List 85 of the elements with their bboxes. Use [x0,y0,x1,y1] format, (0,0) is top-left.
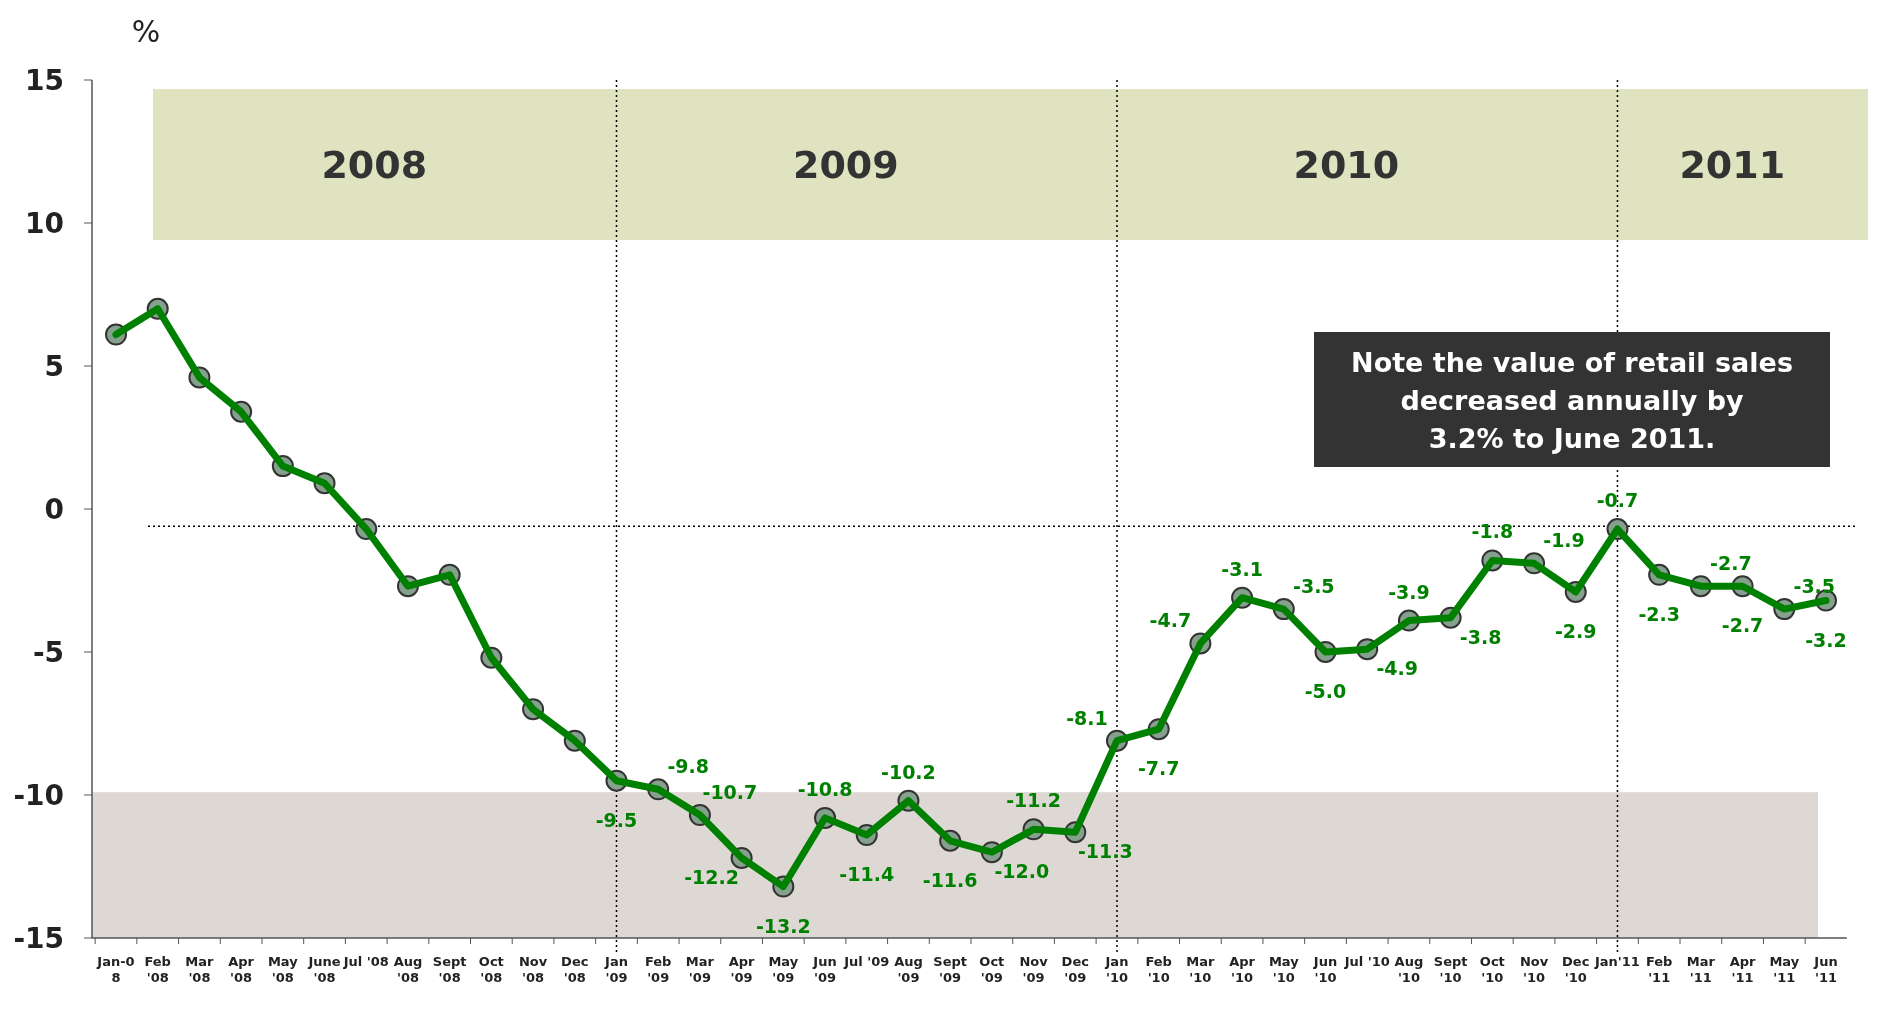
x-tick-label: Apr '09 [728,954,756,985]
x-tick-label: Dec '08 [561,954,589,985]
x-tick-label: Apr '10 [1229,954,1256,985]
y-tick-label: -15 [13,922,64,955]
data-label: -1.8 [1471,520,1514,543]
data-label: -3.5 [1293,575,1335,598]
x-tick-label: June '08 [307,954,341,985]
x-tick-label: Feb '10 [1145,954,1172,985]
data-label: -2.7 [1721,614,1764,637]
data-label: -3.1 [1221,557,1263,580]
data-label: -10.8 [797,777,853,800]
y-tick-label: -5 [32,636,64,669]
x-tick-label: Feb '09 [644,954,672,985]
data-label: -2.3 [1638,602,1680,625]
annotation: 2009 [793,143,899,187]
x-tick-label: Aug '10 [1394,954,1424,985]
y-axis-title: % [131,14,161,49]
data-label: -4.7 [1149,609,1192,632]
x-tick-label: Jul '09 [843,954,890,969]
data-label: -3.5 [1793,575,1836,598]
x-tick-label: Mar '10 [1186,954,1216,985]
x-tick-label: Nov '10 [1519,954,1549,985]
data-label: -2.9 [1554,619,1597,642]
data-label: -0.7 [1596,489,1639,512]
data-label: -10.7 [702,781,758,804]
x-tick-label: May '10 [1268,954,1300,985]
x-tick-label: Jul '10 [1343,954,1390,969]
x-tick-label: Oct '08 [478,954,504,985]
x-tick-label: Sept '08 [432,954,467,985]
x-tick-label: Mar '11 [1686,954,1716,985]
y-tick-label: 10 [25,207,64,240]
data-label: -3.8 [1459,625,1502,648]
x-tick-label: Jun '09 [812,954,837,985]
x-tick-label: May '11 [1769,954,1800,985]
data-label: -3.9 [1388,580,1430,603]
x-tick-label: Aug '09 [894,954,923,985]
x-tick-label: Dec '09 [1061,954,1089,985]
annotation: 2008 [321,143,428,187]
data-label: -9.5 [595,808,638,831]
x-tick-label: Jan-0 8 [96,954,135,985]
x-tick-label: Mar '09 [685,954,715,985]
x-tick-label: Jun '10 [1312,954,1338,985]
x-tick-label: May '09 [768,954,799,985]
x-tick-label: Nov '09 [1019,954,1049,985]
x-tick-label: Aug '08 [393,954,423,985]
data-label: -8.1 [1066,706,1108,729]
data-label: -12.2 [684,865,739,888]
data-label: -4.9 [1376,657,1418,680]
data-label: -13.2 [755,914,811,937]
x-tick-label: Feb '08 [144,954,171,985]
y-tick-label: 15 [25,64,64,97]
x-tick-label: Sept '10 [1433,954,1468,985]
x-tick-label: May '08 [267,954,299,985]
y-tick-label: -10 [13,779,64,812]
data-label: -7.7 [1137,757,1180,780]
data-label: -11.6 [922,868,978,891]
data-label: -11.2 [1006,789,1061,812]
annotation: 2011 [1679,143,1786,187]
x-tick-label: Oct '09 [979,954,1005,985]
x-tick-label: Feb '11 [1645,954,1673,985]
y-tick-label: 5 [44,350,64,383]
x-tick-label: Apr '11 [1729,954,1757,985]
data-label: -9.8 [667,755,709,778]
x-tick-label: Dec '10 [1562,954,1590,985]
data-label: -2.7 [1710,552,1752,575]
x-tick-label: Jun '11 [1813,954,1838,985]
x-tick-label: Nov '08 [518,954,548,985]
x-tick-label: Jul '08 [342,954,389,969]
data-label: -3.2 [1805,628,1847,651]
annotation: Note the value of retail sales decreased annually by 3.2% to June 2011. [1351,347,1793,454]
x-tick-label: Jan '09 [604,954,628,985]
data-label: -1.9 [1543,529,1585,552]
annotation: 2010 [1293,143,1400,187]
x-tick-label: Oct '10 [1479,954,1505,985]
data-label: -11.4 [839,863,895,886]
x-tick-label: Jan'11 [1593,954,1640,969]
data-label: -12.0 [994,860,1050,883]
x-tick-label: Apr '08 [228,954,255,985]
x-tick-label: Sept '09 [933,954,967,985]
data-label: -10.2 [881,760,936,783]
x-tick-label: Mar '08 [185,954,215,985]
data-label: -11.3 [1077,840,1133,863]
x-tick-label: Jan '10 [1104,954,1129,985]
y-tick-label: 0 [44,493,64,526]
data-label: -5.0 [1304,680,1347,702]
